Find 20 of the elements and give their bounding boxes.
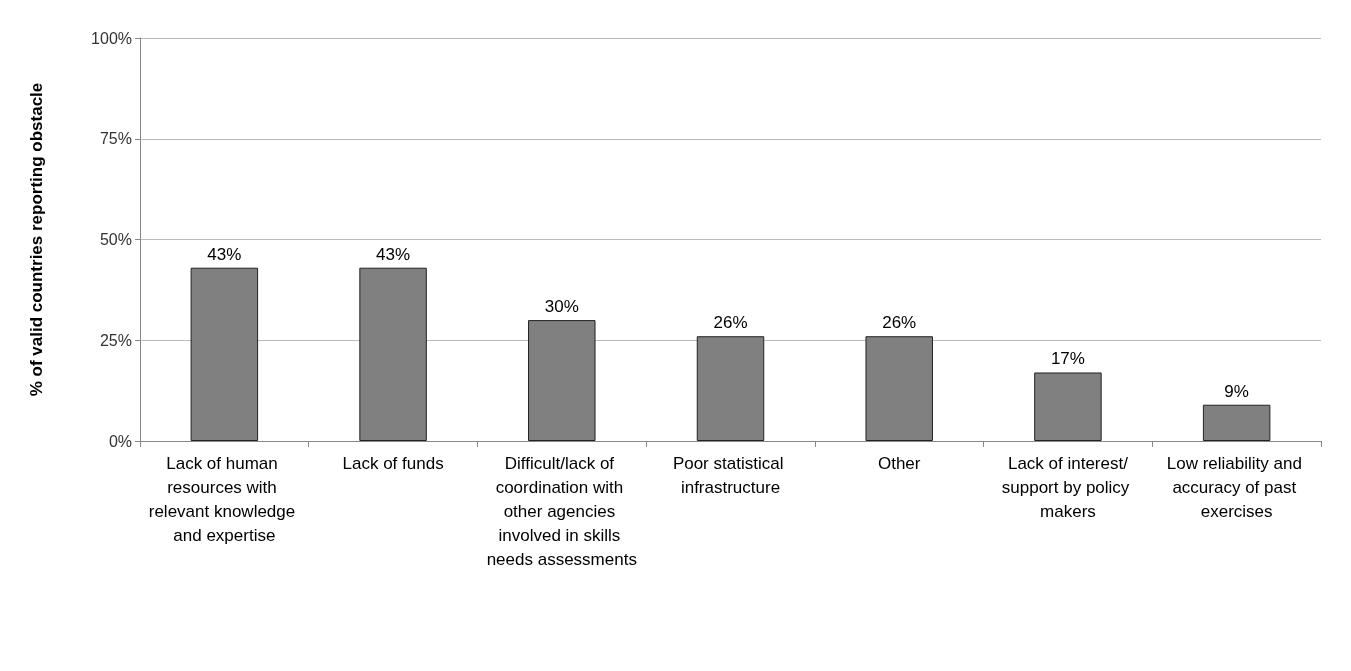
data-label: 26% bbox=[713, 313, 748, 333]
data-label: 30% bbox=[544, 297, 579, 317]
data-label: 9% bbox=[1224, 381, 1249, 401]
x-tick-label: Lack of funds bbox=[342, 453, 444, 473]
x-tick-label: Low reliability and accuracy of past exercises bbox=[1166, 453, 1307, 521]
y-tick-label: 100% bbox=[91, 29, 132, 47]
y-tick-label: 0% bbox=[108, 432, 132, 450]
y-tick-label: 25% bbox=[99, 331, 132, 349]
x-tick-label: Lack of human resources with relevant knowledge and expertise bbox=[148, 453, 300, 545]
x-tick-label: Poor statistical infrastructure bbox=[672, 453, 789, 497]
data-label: 17% bbox=[1050, 349, 1085, 369]
x-tick-label: Other bbox=[877, 453, 921, 473]
y-axis-title: % of valid countries reporting obstacle bbox=[27, 82, 46, 397]
y-tick-label: 50% bbox=[99, 231, 132, 248]
data-label: 26% bbox=[882, 313, 917, 333]
x-tick-label: Lack of interest/support by policy makers bbox=[1001, 453, 1135, 521]
x-tick-label: Difficult/lack of coordination with other agencies involved in skills needs assessments bbox=[486, 453, 637, 569]
y-tick-label: 75% bbox=[99, 130, 132, 148]
data-label: 43% bbox=[207, 244, 242, 264]
data-label: 43% bbox=[376, 244, 411, 264]
